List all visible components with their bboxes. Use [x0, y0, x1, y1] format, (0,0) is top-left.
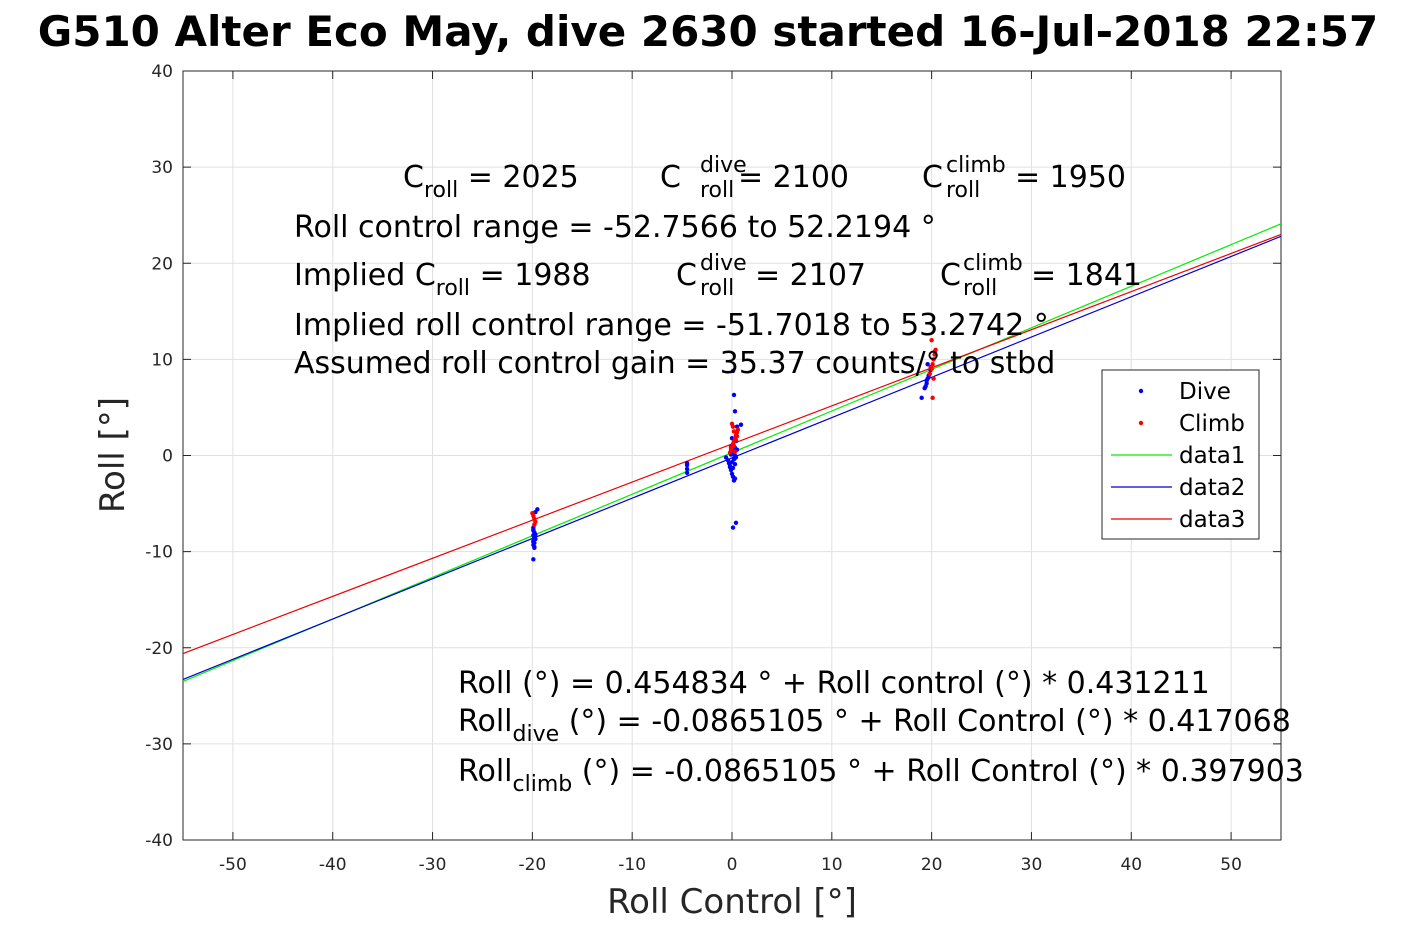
point-climb: [729, 421, 735, 426]
point-climb: [733, 437, 739, 443]
implied-c-roll-dive-sub: roll: [700, 276, 734, 301]
implied-c-roll-dive-value: = 2107: [755, 258, 866, 293]
point-dive: [732, 461, 738, 467]
point-climb: [734, 434, 740, 439]
point-dive: [730, 368, 736, 374]
legend-label-dive: Dive: [1179, 379, 1231, 405]
legend-swatch-climb: [1138, 420, 1144, 426]
y-tick-label: -10: [145, 543, 173, 563]
assumed-gain: Assumed roll control gain = 35.37 counts…: [294, 346, 1055, 381]
y-axis-label: Roll [°]: [93, 397, 133, 513]
roll-control-range: Roll control range = -52.7566 to 52.2194…: [294, 210, 936, 245]
fit-all-equation: Roll (°) = 0.454834 ° + Roll control (°)…: [458, 666, 1210, 701]
point-dive: [730, 465, 736, 471]
fit-dive-equation: Rolldive (°) = -0.0865105 ° + Roll Contr…: [458, 704, 1291, 747]
x-tick-label: 10: [821, 855, 843, 875]
implied-c-roll-dive-annotation: C: [676, 258, 697, 293]
y-tick-label: -40: [145, 831, 173, 851]
point-climb: [931, 376, 936, 381]
point-dive: [923, 384, 928, 389]
point-climb: [532, 522, 537, 527]
point-dive: [684, 460, 690, 466]
point-dive: [531, 557, 536, 562]
chart-title: G510 Alter Eco May, dive 2630 started 16…: [38, 7, 1378, 56]
y-tick-label: 40: [151, 62, 173, 82]
implied-c-roll-climb-value: = 1841: [1031, 258, 1142, 293]
point-dive: [731, 392, 737, 398]
x-tick-label: 40: [1120, 855, 1142, 875]
point-dive: [733, 455, 739, 460]
implied-c-roll-dive-sup: dive: [700, 251, 747, 276]
x-tick-label: -10: [618, 855, 646, 875]
point-dive: [533, 532, 538, 537]
c-roll-climb-annotation: C: [922, 160, 943, 195]
c-roll-climb-sup: climb: [946, 153, 1006, 178]
point-dive: [732, 476, 738, 481]
c-roll-dive-value: = 2100: [738, 160, 849, 195]
c-roll-dive-sup: dive: [700, 153, 747, 178]
point-climb: [732, 449, 738, 454]
c-roll-dive-annotation: C: [660, 160, 681, 195]
point-dive: [684, 470, 690, 476]
c-roll-climb-sub: roll: [946, 178, 980, 203]
legend-items: Dive Climb data1 data2 data3: [1111, 379, 1245, 533]
point-dive: [925, 361, 930, 367]
x-tick-label: 30: [1021, 855, 1043, 875]
legend: Dive Climb data1 data2 data3: [1101, 369, 1260, 540]
point-dive: [531, 539, 536, 545]
annotations-block: Croll = 2025 C dive roll = 2100 C climb …: [294, 153, 1304, 797]
point-dive: [732, 409, 738, 414]
point-dive: [924, 378, 929, 383]
point-climb: [931, 357, 936, 362]
point-climb: [929, 337, 934, 343]
point-climb: [928, 364, 933, 370]
x-tick-label: -20: [518, 855, 546, 875]
point-dive: [532, 545, 537, 550]
c-roll-climb-value: = 1950: [1015, 160, 1126, 195]
point-dive: [532, 535, 537, 541]
legend-label-data3: data3: [1179, 507, 1245, 533]
point-climb: [927, 371, 932, 376]
point-climb: [735, 427, 741, 432]
y-tick-label: 10: [151, 350, 173, 370]
y-tick-label: 20: [151, 254, 173, 274]
point-dive: [730, 525, 736, 530]
point-dive: [531, 527, 536, 532]
x-tick-label: -40: [319, 855, 347, 875]
implied-c-roll-climb-sub: roll: [963, 276, 997, 301]
legend-label-climb: Climb: [1179, 411, 1245, 437]
y-tick-label: -20: [145, 639, 173, 659]
point-climb: [731, 429, 737, 434]
point-climb: [728, 445, 734, 451]
x-tick-label: 0: [727, 855, 738, 875]
legend-label-data1: data1: [1179, 443, 1245, 469]
legend-swatch-dive: [1138, 388, 1144, 394]
implied-range: Implied roll control range = -51.7018 to…: [294, 308, 1049, 343]
fit-climb-equation: Rollclimb (°) = -0.0865105 ° + Roll Cont…: [458, 754, 1304, 797]
point-dive: [919, 395, 924, 401]
implied-c-roll-climb-sup: climb: [963, 251, 1023, 276]
c-roll-dive-sub: roll: [700, 178, 734, 203]
point-dive: [738, 422, 744, 427]
c-roll-annotation: Croll = 2025: [403, 160, 579, 203]
y-tick-label: 0: [162, 447, 173, 467]
x-tick-label: 20: [921, 855, 943, 875]
y-tick-label: 30: [151, 158, 173, 178]
legend-label-data2: data2: [1179, 475, 1245, 501]
axis-ticks: -50 -40 -30 -20 -10 0 10 20 30 40 50 40 30 20 10 0 -10 -2…: [145, 62, 1281, 875]
point-dive: [733, 520, 739, 525]
point-dive: [684, 466, 690, 472]
implied-c-roll-annotation: Implied Croll = 1988: [294, 258, 591, 301]
x-tick-label: 50: [1220, 855, 1242, 875]
x-tick-label: -50: [219, 855, 247, 875]
y-tick-label: -30: [145, 735, 173, 755]
x-axis-label: Roll Control [°]: [607, 882, 857, 922]
implied-c-roll-climb-annotation: C: [940, 258, 961, 293]
x-tick-label: -30: [419, 855, 447, 875]
point-climb: [930, 395, 935, 401]
data-points: [530, 337, 938, 562]
point-climb: [932, 349, 937, 354]
